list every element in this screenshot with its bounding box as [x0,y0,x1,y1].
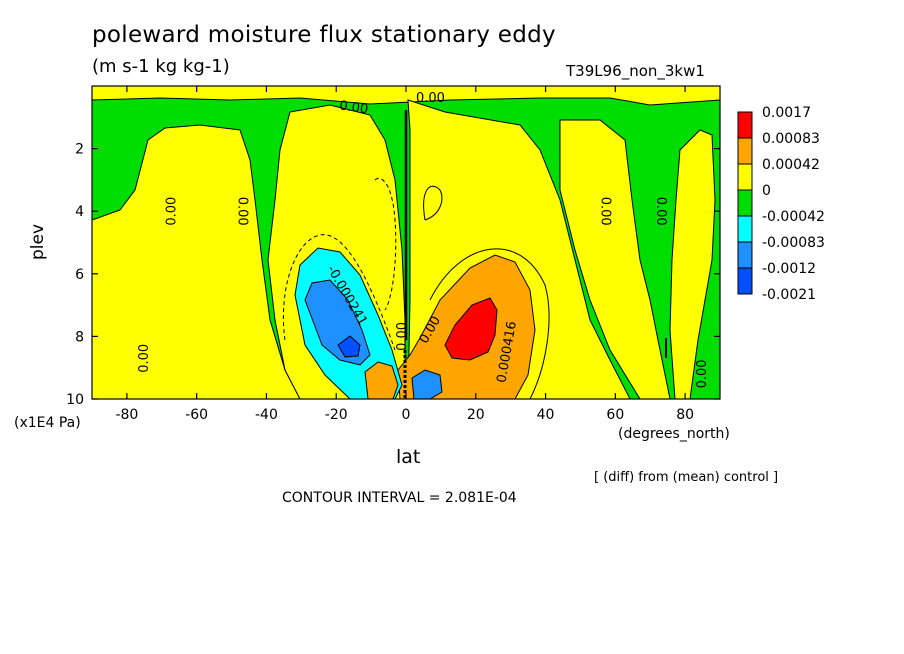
colorbar-level-label: -0.00042 [762,209,825,225]
region-red [444,297,498,361]
colorbar-level-label: -0.0012 [762,261,816,277]
x-axis-unit: (degrees_north) [618,426,730,442]
colorbar-level-label: -0.0021 [762,287,816,303]
contour-positive [423,185,443,221]
y-tick-label: 2 [75,142,84,158]
y-tick-label: 8 [75,329,84,345]
region-blue [337,335,361,358]
contour-positive-2 [429,248,550,399]
contour-negative-2 [374,178,397,311]
colorbar-swatch [737,137,753,165]
y-tick-label: 6 [75,267,84,283]
region-yellow-top [92,86,720,106]
diff-note: [ (diff) from (mean) control ] [594,470,779,485]
region-yellow-right [559,119,671,399]
x-tick-label: -40 [255,407,278,423]
region-orange-surface-left [364,361,399,399]
contour-label: 0.00 [137,344,152,373]
x-axis-label: lat [396,446,421,468]
x-tick-label: 20 [467,407,485,423]
chart-units: (m s-1 kg kg-1) [92,56,230,77]
colorbar-level-label: -0.00083 [762,235,825,251]
x-tick-label: 40 [537,407,555,423]
colorbar-swatch [737,267,753,295]
contour-interval: CONTOUR INTERVAL = 2.081E-04 [282,490,517,506]
colorbar-level-label: 0.00083 [762,131,820,147]
contour-label: 0.00 [653,197,668,226]
contour-label: 0.00 [235,197,250,226]
x-tick-label: -60 [185,407,208,423]
contour-label: 0.00 [165,197,180,226]
colorbar-swatch [737,111,753,139]
colorbar-level-label: 0 [762,183,771,199]
axes: -80 -60 -40 -20 0 20 40 60 80 2 4 6 8 10 [66,86,720,423]
x-tick-label: -20 [325,407,348,423]
colorbar-swatch [737,241,753,269]
y-tick-label: 10 [66,392,84,408]
region-yellow-far-right [669,129,716,399]
colorbar: 0.0017 0.00083 0.00042 0 -0.00042 -0.00083 -0.… [737,105,825,303]
contour-label: 0.00 [695,359,710,388]
x-tick-label: 0 [402,407,411,423]
contour-label: 0.00 [416,91,445,106]
contour-label: 0.00 [338,98,369,117]
x-tick-label: -80 [115,407,138,423]
contour-label: 0.00 [597,197,612,226]
chart-title: poleward moisture flux stationary eddy [92,22,556,48]
contour-label: 0.00 [395,322,410,351]
colorbar-level-label: 0.00042 [762,157,820,173]
y-axis-unit: (x1E4 Pa) [14,415,81,431]
y-tick-label: 4 [75,204,84,220]
colorbar-level-label: 0.0017 [762,105,811,121]
x-tick-label: 80 [676,407,694,423]
colorbar-swatch [737,189,753,217]
region-blue-surface [411,369,443,399]
colorbar-swatch [737,163,753,191]
x-tick-label: 60 [606,407,624,423]
run-id-label: T39L96_non_3kw1 [566,62,705,80]
colorbar-swatch [737,215,753,243]
